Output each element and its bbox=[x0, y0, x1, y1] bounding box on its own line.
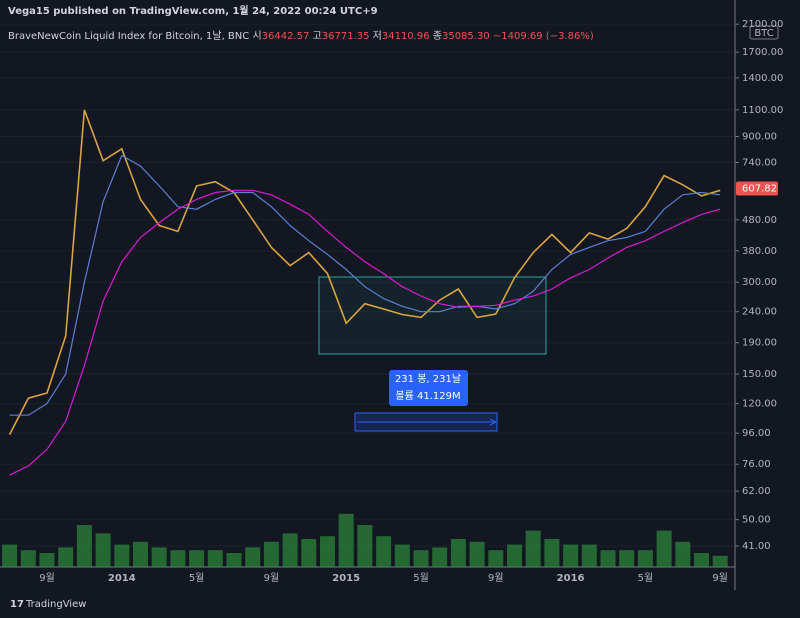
volume-bar bbox=[376, 536, 392, 567]
y-tick-label: 2100.00 bbox=[742, 19, 783, 30]
unit-label: BTC bbox=[754, 28, 773, 39]
volume-bar bbox=[413, 550, 429, 567]
x-tick-label: 9월 bbox=[264, 572, 280, 584]
volume-bar bbox=[189, 550, 205, 567]
x-tick-label: 5월 bbox=[413, 572, 429, 584]
measure-box bbox=[389, 370, 468, 406]
y-tick-label: 380.00 bbox=[742, 246, 777, 257]
ohlc-value: 36442.57 bbox=[261, 31, 310, 42]
last-price-label: 607.82 bbox=[742, 184, 777, 195]
y-tick-label: 150.00 bbox=[742, 369, 777, 380]
y-tick-label: 300.00 bbox=[742, 277, 777, 288]
volume-bar bbox=[151, 547, 167, 567]
volume-bar bbox=[357, 525, 373, 567]
volume-bar bbox=[619, 550, 635, 567]
x-tick-label: 2015 bbox=[332, 573, 360, 584]
last-price-box bbox=[736, 181, 778, 196]
x-tick-label: 9월 bbox=[39, 572, 55, 584]
y-tick-label: 1700.00 bbox=[742, 47, 783, 58]
unit-box bbox=[749, 25, 779, 40]
y-tick-label: 1400.00 bbox=[742, 73, 783, 84]
ohlc-label: 고 bbox=[312, 31, 322, 42]
measure-bars: 231 봉, 231날 bbox=[395, 373, 461, 385]
x-tick-label: 2014 bbox=[108, 573, 136, 584]
volume-bar bbox=[563, 544, 579, 567]
volume-bar bbox=[694, 553, 709, 567]
footer-brand: TradingView bbox=[25, 599, 86, 610]
y-tick-label: 41.00 bbox=[742, 541, 771, 552]
volume-bar bbox=[58, 547, 74, 567]
volume-bar bbox=[525, 530, 541, 567]
y-tick-label: 480.00 bbox=[742, 215, 777, 226]
volume-bar bbox=[432, 547, 448, 567]
volume-bar bbox=[226, 553, 242, 567]
volume-bar bbox=[469, 541, 485, 567]
ohlc: 시36442.57 고36771.35 저34110.96 종35085.30 bbox=[252, 31, 492, 42]
symbol-line: BraveNewCoin Liquid Index for Bitcoin, 1… bbox=[8, 27, 594, 42]
measure-volume: 볼륨 41.129M bbox=[395, 390, 460, 402]
y-tick-label: 190.00 bbox=[742, 338, 777, 349]
y-tick-label: 900.00 bbox=[742, 132, 777, 143]
y-tick-label: 50.00 bbox=[742, 515, 771, 526]
volume-bar bbox=[114, 544, 130, 567]
footer-bar bbox=[0, 590, 800, 618]
ohlc-value: 34110.96 bbox=[381, 31, 430, 42]
x-tick-label: 9월 bbox=[712, 572, 728, 584]
x-tick-label: 5월 bbox=[189, 572, 205, 584]
ohlc-label: 종 bbox=[432, 31, 442, 42]
volume-bar bbox=[450, 539, 466, 567]
volume-bar bbox=[600, 550, 616, 567]
volume-bar bbox=[170, 550, 186, 567]
volume-bar bbox=[263, 541, 279, 567]
volume-bar bbox=[544, 539, 560, 567]
ohlc-label: 저 bbox=[372, 31, 382, 42]
volume-bar bbox=[338, 513, 354, 567]
volume-bar bbox=[656, 530, 672, 567]
volume-bar bbox=[637, 550, 653, 567]
price-line bbox=[9, 189, 721, 476]
volume-bar bbox=[712, 555, 728, 567]
ohlc-value: 35085.30 bbox=[441, 31, 490, 42]
price-line bbox=[8, 109, 721, 435]
volume-bar bbox=[39, 553, 55, 567]
y-tick-label: 76.00 bbox=[742, 459, 771, 470]
footer-logo: 17 bbox=[10, 599, 24, 610]
volume-bar bbox=[95, 533, 111, 567]
volume-bar bbox=[488, 550, 504, 567]
volume-bar bbox=[20, 550, 36, 567]
volume-bar bbox=[207, 550, 223, 567]
volume-bar bbox=[76, 525, 92, 567]
y-tick-label: 62.00 bbox=[742, 486, 771, 497]
volume-bar bbox=[581, 544, 597, 567]
volume-bar bbox=[2, 544, 18, 567]
ohlc-label: 시 bbox=[252, 31, 262, 42]
price-line bbox=[9, 154, 721, 416]
volume-bar bbox=[133, 541, 148, 567]
volume-bar bbox=[282, 533, 298, 567]
volume-bar bbox=[245, 547, 261, 567]
x-tick-label: 2016 bbox=[557, 573, 585, 584]
x-tick-label: 9월 bbox=[488, 572, 504, 584]
symbol: BraveNewCoin Liquid Index for Bitcoin, 1… bbox=[8, 31, 250, 42]
measure-arrow-head bbox=[489, 418, 498, 426]
volume-bar bbox=[394, 544, 410, 567]
y-tick-label: 1100.00 bbox=[742, 105, 783, 116]
volume-bar bbox=[675, 541, 691, 567]
volume-bar bbox=[507, 544, 522, 567]
change: −1409.69 (−3.86%) bbox=[492, 31, 594, 42]
y-tick-label: 120.00 bbox=[742, 399, 777, 410]
published: Vega15 published on TradingView.com, 1월 … bbox=[8, 6, 378, 17]
y-tick-label: 240.00 bbox=[742, 307, 777, 318]
y-tick-label: 740.00 bbox=[742, 157, 777, 168]
x-tick-label: 5월 bbox=[638, 572, 654, 584]
ohlc-value: 36771.35 bbox=[321, 31, 370, 42]
volume-bar bbox=[301, 539, 317, 567]
y-tick-label: 96.00 bbox=[742, 428, 771, 439]
volume-bar bbox=[320, 536, 335, 567]
